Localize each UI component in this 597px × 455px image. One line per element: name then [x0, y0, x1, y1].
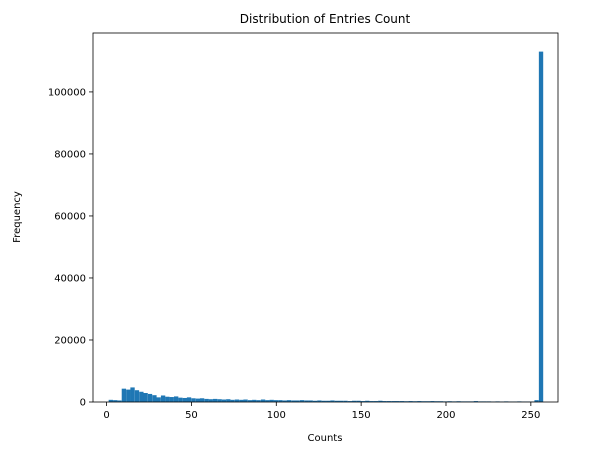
histogram-bar	[334, 400, 340, 402]
histogram-bar	[321, 400, 326, 402]
histogram-bar	[352, 400, 357, 402]
histogram-bar	[252, 399, 257, 402]
histogram-bar	[243, 399, 248, 402]
histogram-bar	[386, 401, 392, 402]
histogram-bar	[295, 400, 300, 402]
y-tick-label: 40000	[54, 273, 86, 284]
histogram-bar	[278, 400, 283, 402]
histogram-bar	[373, 401, 379, 402]
histogram-bar	[378, 400, 383, 402]
histogram-bar	[430, 401, 435, 402]
histogram-bar	[326, 400, 331, 402]
x-tick-label: 50	[185, 410, 198, 421]
histogram-bar	[391, 401, 396, 402]
y-axis-label: Frequency	[12, 191, 23, 243]
histogram-bar	[317, 400, 322, 402]
histogram-bar	[369, 401, 374, 402]
histogram-bar	[195, 398, 201, 402]
histogram-bar	[273, 400, 279, 402]
histogram-bar	[265, 400, 270, 402]
histogram-bar	[186, 397, 192, 402]
histogram-bar	[113, 400, 118, 402]
histogram-bar	[173, 396, 179, 402]
histogram-bar	[408, 401, 413, 402]
histogram-bar	[199, 398, 205, 402]
y-tick-label: 100000	[48, 87, 86, 98]
histogram-bar	[130, 387, 135, 402]
histogram-bar	[304, 400, 309, 402]
histogram-bar	[360, 401, 365, 402]
x-axis-label: Counts	[308, 433, 343, 444]
y-tick-label: 60000	[54, 211, 86, 222]
histogram-bar	[343, 400, 348, 402]
histogram-bar	[134, 390, 140, 402]
histogram-bar	[108, 399, 113, 402]
x-tick-label: 200	[436, 410, 455, 421]
histogram-bar	[147, 393, 153, 402]
x-tick-label: 250	[521, 410, 540, 421]
histogram-bar	[191, 398, 196, 402]
x-tick-label: 150	[352, 410, 371, 421]
histogram-bar	[356, 400, 361, 402]
histogram-bar	[178, 397, 183, 402]
histogram-bar	[260, 399, 266, 402]
histogram-bar	[239, 399, 244, 402]
histogram-bar	[308, 400, 313, 402]
y-tick-label: 80000	[54, 149, 86, 160]
histogram-bar	[299, 400, 305, 402]
histogram-bar	[291, 400, 296, 402]
histogram-bar	[269, 399, 274, 402]
histogram-bar	[152, 395, 157, 402]
plot-frame	[92, 32, 559, 403]
x-axis-ticks: 0 50 100 150 200 250	[103, 402, 540, 421]
histogram-bar	[312, 400, 318, 402]
histogram-bar	[282, 400, 287, 402]
y-tick-label: 20000	[54, 335, 86, 346]
histogram-bar	[204, 398, 209, 402]
histogram-bar	[226, 399, 231, 402]
histogram-bar	[338, 400, 344, 402]
histogram-bar	[473, 401, 479, 402]
histogram-bar	[165, 396, 170, 402]
histogram-bar	[182, 397, 187, 402]
histogram-bar	[234, 399, 240, 402]
histogram-bar	[382, 401, 387, 402]
histogram-bar	[143, 393, 148, 402]
histogram-bar	[286, 400, 292, 402]
histogram-bar	[247, 400, 253, 402]
x-tick-label: 100	[267, 410, 286, 421]
histogram-bar	[121, 388, 127, 402]
y-axis-ticks: 0 20000 40000 60000 80000 100000	[48, 87, 93, 409]
histogram-bar	[365, 400, 370, 402]
histogram-bar	[330, 400, 335, 402]
histogram-bar	[169, 397, 174, 402]
chart-title: Distribution of Entries Count	[240, 12, 411, 26]
histogram-bar	[534, 400, 539, 402]
histogram-bar	[208, 399, 213, 402]
histogram-bar	[399, 401, 405, 402]
y-tick-label: 0	[80, 398, 86, 409]
histogram-bar	[221, 399, 227, 402]
x-tick-label: 0	[103, 410, 109, 421]
histogram-bar	[395, 401, 400, 402]
histogram-bar	[156, 397, 161, 402]
histogram-bar	[117, 400, 122, 402]
histogram-bar	[538, 51, 544, 403]
histogram-bar	[217, 399, 222, 402]
histogram-bar	[213, 398, 218, 402]
histogram-bar	[139, 391, 144, 402]
histogram-bar	[417, 401, 422, 402]
histogram-bar	[256, 400, 261, 402]
histogram-bar	[126, 389, 131, 402]
histogram-bar	[347, 401, 353, 402]
histogram-bar	[230, 399, 235, 402]
histogram-bar	[160, 395, 166, 402]
